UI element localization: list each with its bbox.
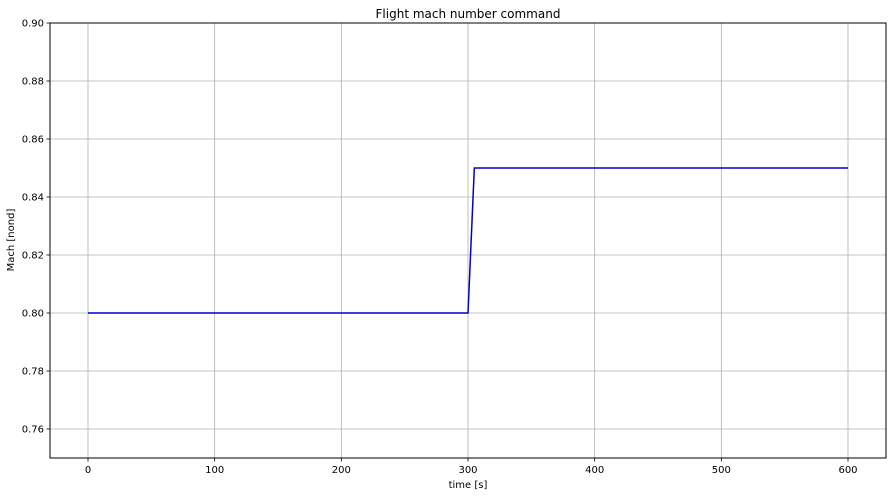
grid-lines — [50, 22, 886, 458]
x-tick-label: 600 — [838, 465, 857, 476]
y-tick-label: 0.82 — [22, 251, 44, 262]
x-tick-label: 200 — [332, 465, 351, 476]
x-tick-label: 300 — [458, 465, 477, 476]
y-tick-label: 0.84 — [22, 193, 44, 204]
y-tick-label: 0.78 — [22, 367, 44, 378]
x-tick-label: 400 — [585, 465, 604, 476]
y-tick-label: 0.88 — [22, 77, 44, 88]
y-tick-label: 0.86 — [22, 135, 44, 146]
y-tick-label: 0.76 — [22, 425, 44, 436]
chart-title: Flight mach number command — [376, 7, 561, 21]
y-axis-ticks: 0.76 0.78 0.80 0.82 0.84 0.86 0.88 0.90 — [22, 19, 50, 436]
x-tick-label: 0 — [85, 465, 91, 476]
x-tick-label: 500 — [712, 465, 731, 476]
y-axis-label: Mach [nond] — [6, 209, 17, 272]
series-layer — [88, 167, 848, 314]
y-tick-label: 0.80 — [22, 309, 44, 320]
x-axis-ticks: 0 100 200 300 400 500 600 — [85, 458, 858, 476]
series-line — [88, 167, 848, 314]
x-axis-label: time [s] — [449, 480, 488, 491]
y-tick-label: 0.90 — [22, 19, 44, 30]
x-tick-label: 100 — [205, 465, 224, 476]
